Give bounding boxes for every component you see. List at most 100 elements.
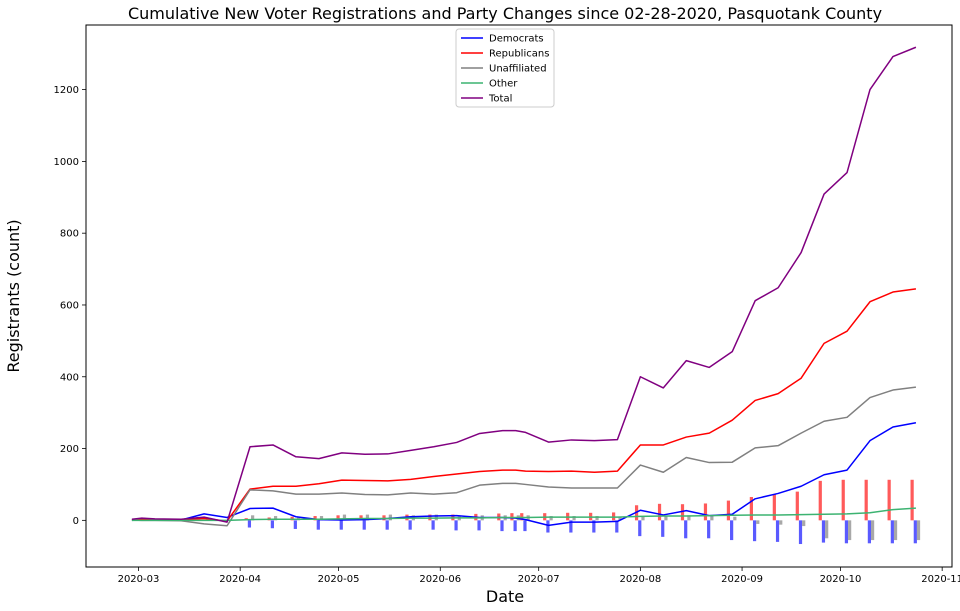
- bar-2-22: [733, 516, 737, 521]
- bar-0-3: [313, 516, 317, 521]
- y-tick-label: 1200: [54, 85, 79, 96]
- x-tick-label: 2020-03: [118, 574, 160, 585]
- bar-1-15: [569, 520, 573, 533]
- legend-label-unaffiliated: Unaffiliated: [489, 64, 547, 75]
- bar-2-17: [618, 516, 622, 521]
- x-tick-label: 2020-04: [219, 574, 261, 585]
- y-axis-label: Registrants (count): [4, 219, 23, 372]
- y-tick-label: 600: [60, 300, 79, 311]
- bar-0-30: [910, 479, 914, 521]
- bar-1-27: [844, 520, 849, 544]
- bar-2-1: [273, 516, 278, 521]
- bar-2-15: [572, 516, 576, 521]
- bar-0-26: [818, 480, 822, 521]
- legend-label-democrats: Democrats: [489, 34, 544, 45]
- bar-2-24: [779, 520, 783, 525]
- bar-2-26: [825, 520, 829, 539]
- chart-title: Cumulative New Voter Registrations and P…: [128, 4, 882, 23]
- bar-0-21: [703, 503, 708, 521]
- bar-1-22: [730, 520, 734, 541]
- bar-2-3: [319, 516, 324, 521]
- bar-2-16: [595, 516, 599, 521]
- plot-frame: [85, 24, 953, 568]
- bar-0-5: [359, 515, 363, 521]
- bar-1-1: [270, 520, 274, 529]
- bar-2-19: [664, 516, 668, 521]
- bar-0-4: [336, 515, 340, 521]
- bar-0-29: [887, 479, 891, 521]
- x-tick-label: 2020-10: [820, 574, 862, 585]
- bar-1-6: [385, 520, 389, 530]
- bar-1-30: [913, 520, 917, 544]
- x-tick-label: 2020-08: [619, 574, 661, 585]
- series-line-other: [131, 507, 916, 522]
- x-tick-label: 2020-06: [419, 574, 461, 585]
- bar-1-25: [798, 520, 803, 545]
- bar-0-25: [795, 491, 799, 521]
- x-tick-label: 2020-05: [318, 574, 360, 585]
- bar-1-26: [821, 520, 826, 543]
- bar-0-19: [657, 503, 662, 521]
- legend: Democrats Republicans Unaffiliated Other Tot…: [455, 28, 555, 108]
- bar-2-27: [848, 520, 852, 541]
- bar-2-20: [687, 515, 691, 521]
- bar-1-16: [592, 520, 596, 533]
- bar-2-23: [756, 520, 760, 524]
- bar-1-21: [707, 520, 711, 539]
- bar-1-14: [546, 520, 550, 533]
- bar-2-4: [342, 514, 347, 521]
- bar-2-21: [710, 516, 714, 521]
- bar-1-19: [661, 520, 665, 537]
- bar-1-2: [293, 520, 297, 529]
- bar-1-11: [500, 520, 504, 532]
- series-lines: [131, 46, 917, 527]
- x-axis-label: Date: [486, 587, 524, 606]
- legend-label-total: Total: [488, 94, 512, 105]
- y-tick-label: 0: [73, 516, 79, 527]
- bar-1-7: [408, 520, 412, 530]
- x-axis: 2020-03 2020-04 2020-05 2020-06 2020-07 2020-…: [118, 567, 960, 585]
- x-tick-label: 2020-09: [721, 574, 763, 585]
- bar-2-6: [388, 514, 392, 521]
- bar-1-3: [316, 520, 320, 530]
- bar-1-9: [454, 520, 458, 531]
- bar-0-27: [841, 479, 845, 521]
- y-tick-label: 200: [60, 444, 79, 455]
- bar-0-22: [726, 500, 731, 521]
- bar-1-12: [513, 520, 517, 532]
- bar-1-0: [247, 520, 252, 528]
- bar-2-0: [251, 515, 255, 521]
- series-line-total: [131, 46, 917, 523]
- bar-2-14: [549, 516, 553, 521]
- bar-1-29: [890, 520, 894, 544]
- bar-0-20: [680, 504, 685, 521]
- bar-2-29: [893, 520, 898, 541]
- legend-label-republicans: Republicans: [489, 49, 549, 60]
- bar-1-17: [615, 520, 619, 533]
- x-tick-label: 2020-07: [518, 574, 560, 585]
- bar-0-28: [864, 479, 868, 521]
- y-tick-label: 400: [60, 372, 79, 383]
- bar-1-18: [638, 520, 642, 537]
- bar-2-30: [916, 520, 921, 541]
- legend-box: [455, 28, 555, 108]
- y-axis: 0 200 400 600 800 1000 1200: [54, 85, 86, 527]
- bar-0-23: [749, 497, 753, 521]
- bar-1-24: [775, 520, 780, 542]
- bar-2-18: [641, 516, 645, 521]
- bar-2-5: [365, 514, 370, 521]
- bar-1-8: [431, 520, 435, 530]
- series-line-unaffiliated: [131, 386, 917, 527]
- bar-2-28: [870, 520, 875, 541]
- x-tick-label: 2020-11: [921, 574, 960, 585]
- bar-1-20: [684, 520, 688, 539]
- y-tick-label: 1000: [54, 157, 79, 168]
- bar-0-24: [772, 494, 776, 521]
- y-tick-label: 800: [60, 229, 79, 240]
- bar-1-23: [752, 520, 757, 542]
- bar-1-13: [523, 520, 527, 532]
- legend-label-other: Other: [489, 79, 518, 90]
- bar-1-5: [362, 520, 366, 530]
- bar-1-4: [339, 520, 343, 530]
